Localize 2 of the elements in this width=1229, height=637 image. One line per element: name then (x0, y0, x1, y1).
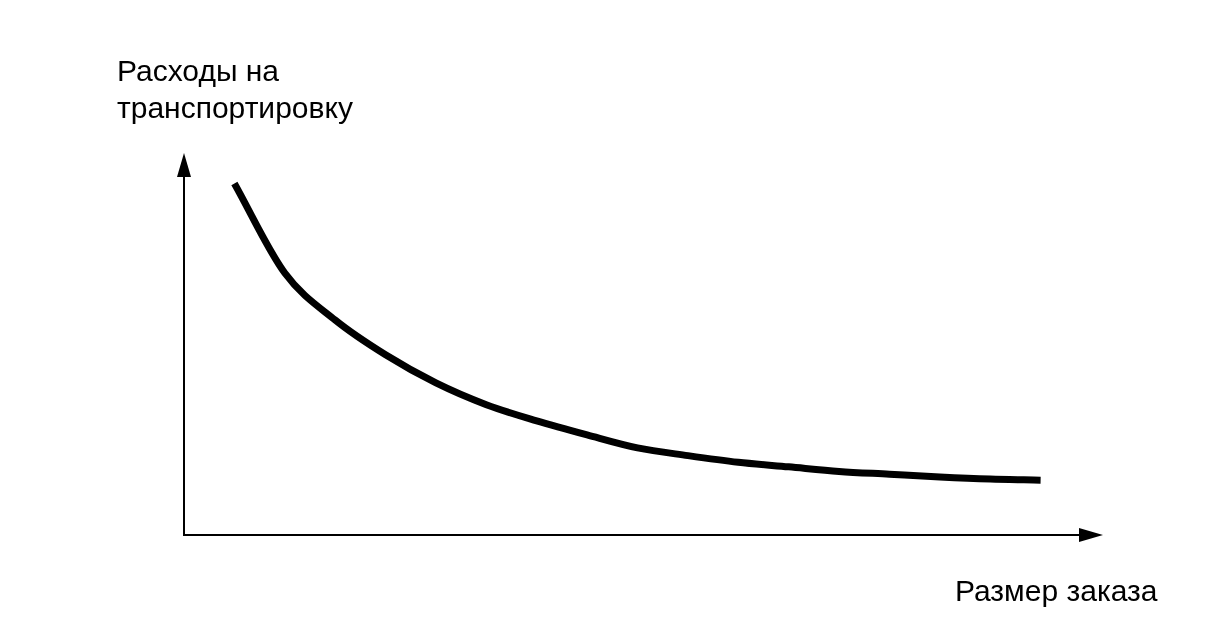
x-axis-title: Размер заказа (955, 573, 1158, 609)
y-axis-title: Расходы на транспортировку (117, 53, 354, 126)
